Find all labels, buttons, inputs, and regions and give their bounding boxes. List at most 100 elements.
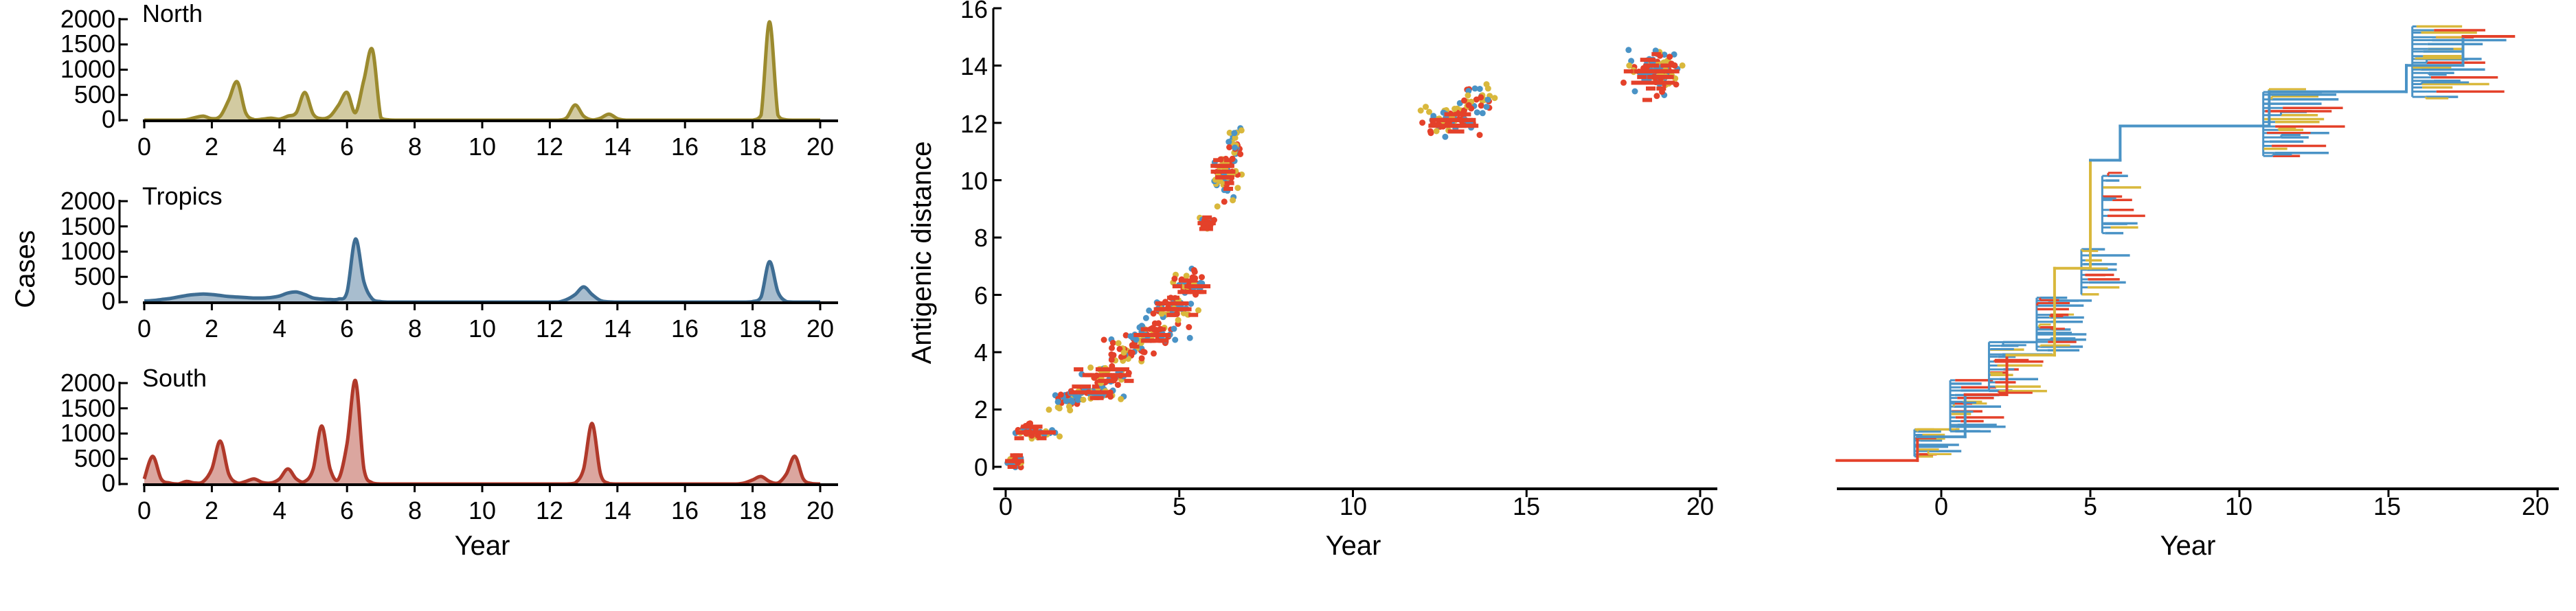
north-x-tick-6: 6 (340, 132, 354, 161)
antigenic-point-red (1159, 307, 1168, 312)
antigenic-y-tick-0: 0 (974, 453, 988, 481)
south-x-tick-2: 2 (205, 496, 218, 524)
antigenic-point-red (1005, 459, 1015, 463)
antigenic-point (1057, 391, 1064, 398)
antigenic-point (1054, 398, 1061, 405)
antigenic-y-tick-10: 10 (960, 167, 988, 195)
antigenic-point-red (1184, 278, 1194, 283)
antigenic-point-red (1142, 333, 1152, 337)
antigenic-point-red (1037, 436, 1047, 441)
north-y-tick-2000: 2000 (60, 5, 115, 33)
antigenic-point-red (1224, 181, 1234, 185)
antigenic-point (1100, 336, 1107, 343)
antigenic-point (1430, 113, 1437, 119)
antigenic-point (1232, 144, 1239, 151)
antigenic-y-tick-6: 6 (974, 281, 988, 310)
antigenic-point-red (1168, 312, 1179, 317)
antigenic-point-red (1026, 430, 1037, 435)
antigenic-point-red (1098, 378, 1108, 383)
south-curve-line (142, 378, 821, 486)
antigenic-point (1234, 185, 1241, 192)
antigenic-x-tick-labels: 0 5 10 15 20 (999, 492, 1714, 520)
tropics-y-tick-1500: 1500 (60, 212, 115, 240)
antigenic-point (1465, 92, 1471, 99)
antigenic-point-red (1437, 124, 1447, 128)
antigenic-point (1109, 340, 1116, 346)
antigenic-point-red (1202, 215, 1212, 220)
south-y-tick-0: 0 (102, 469, 115, 497)
antigenic-point-red (1447, 129, 1458, 134)
north-x-tick-2: 2 (205, 132, 218, 161)
antigenic-point (1140, 348, 1146, 355)
antigenic-point (1142, 314, 1149, 321)
tropics-x-tick-12: 12 (536, 314, 563, 343)
south-x-tick-12: 12 (536, 496, 563, 524)
antigenic-point-red (1206, 221, 1216, 226)
antigenic-point-red (1102, 373, 1112, 378)
antigenic-point (1667, 54, 1673, 60)
antigenic-point-red (1154, 327, 1164, 332)
antigenic-point-red (1214, 170, 1225, 174)
antigenic-point-red (1637, 75, 1647, 80)
tropics-panel: Tropics 0 500 1000 1500 2000 0 2 4 6 8 1… (60, 182, 838, 343)
antigenic-point-red (1160, 333, 1171, 337)
south-axes (118, 382, 838, 492)
antigenic-y-tick-14: 14 (960, 52, 988, 80)
antigenic-point-red (1188, 312, 1199, 317)
antigenic-point-red (1651, 51, 1662, 56)
antigenic-point-red (1634, 69, 1644, 73)
antigenic-point-red (1042, 430, 1052, 435)
antigenic-point-red (1642, 69, 1653, 73)
antigenic-point-red (1129, 344, 1140, 349)
antigenic-point (1114, 382, 1121, 389)
antigenic-point (1478, 94, 1484, 101)
antigenic-point (1171, 325, 1177, 332)
antigenic-point-red (1072, 384, 1082, 389)
antigenic-point (1155, 320, 1162, 327)
antigenic-point-red (1458, 117, 1468, 122)
antigenic-point (1484, 96, 1491, 103)
antigenic-point-red (1153, 307, 1164, 312)
antigenic-point (1232, 135, 1239, 141)
antigenic-point-red (1032, 424, 1043, 429)
antigenic-point-red (1147, 333, 1157, 337)
antigenic-point (1221, 198, 1228, 205)
tree-x-tick-0: 0 (1934, 492, 1948, 520)
antigenic-point-red (1133, 333, 1144, 337)
antigenic-point-red (1665, 80, 1675, 85)
antigenic-point (1186, 334, 1193, 341)
antigenic-point-red (1093, 390, 1103, 395)
antigenic-point-red (1644, 80, 1654, 85)
antigenic-y-tick-16: 16 (960, 0, 988, 23)
antigenic-point (1116, 345, 1123, 352)
tropics-title: Tropics (142, 182, 223, 210)
antigenic-point-red (1428, 124, 1438, 128)
antigenic-point (1118, 395, 1125, 402)
tropics-x-tick-16: 16 (671, 314, 699, 343)
tropics-x-tick-2: 2 (205, 314, 218, 343)
antigenic-point-red (1151, 338, 1161, 343)
antigenic-y-tick-4: 4 (974, 338, 988, 367)
antigenic-point (1199, 274, 1205, 281)
south-y-tick-labels: 0 500 1000 1500 2000 (60, 369, 115, 497)
antigenic-point (1484, 85, 1491, 92)
antigenic-point-red (1178, 278, 1188, 283)
antigenic-point-red (1095, 367, 1105, 371)
south-x-tick-4: 4 (273, 496, 286, 524)
tropics-x-tick-14: 14 (604, 314, 631, 343)
antigenic-y-tick-2: 2 (974, 395, 988, 424)
north-y-tick-0: 0 (102, 105, 115, 133)
antigenic-point-red (1159, 338, 1169, 343)
antigenic-point (1115, 340, 1122, 347)
antigenic-point (1653, 93, 1660, 100)
antigenic-point-red (1121, 373, 1131, 378)
antigenic-scatter (1004, 47, 1686, 471)
tropics-area-fill (144, 239, 820, 302)
antigenic-point (1626, 62, 1633, 69)
antigenic-point-red (1659, 69, 1669, 73)
antigenic-point-red (1646, 86, 1656, 91)
phylogenetic-tree (1835, 25, 2516, 462)
antigenic-point-red (1647, 75, 1658, 80)
antigenic-point-red (1074, 367, 1084, 371)
tree-x-tick-5: 5 (2083, 492, 2097, 520)
